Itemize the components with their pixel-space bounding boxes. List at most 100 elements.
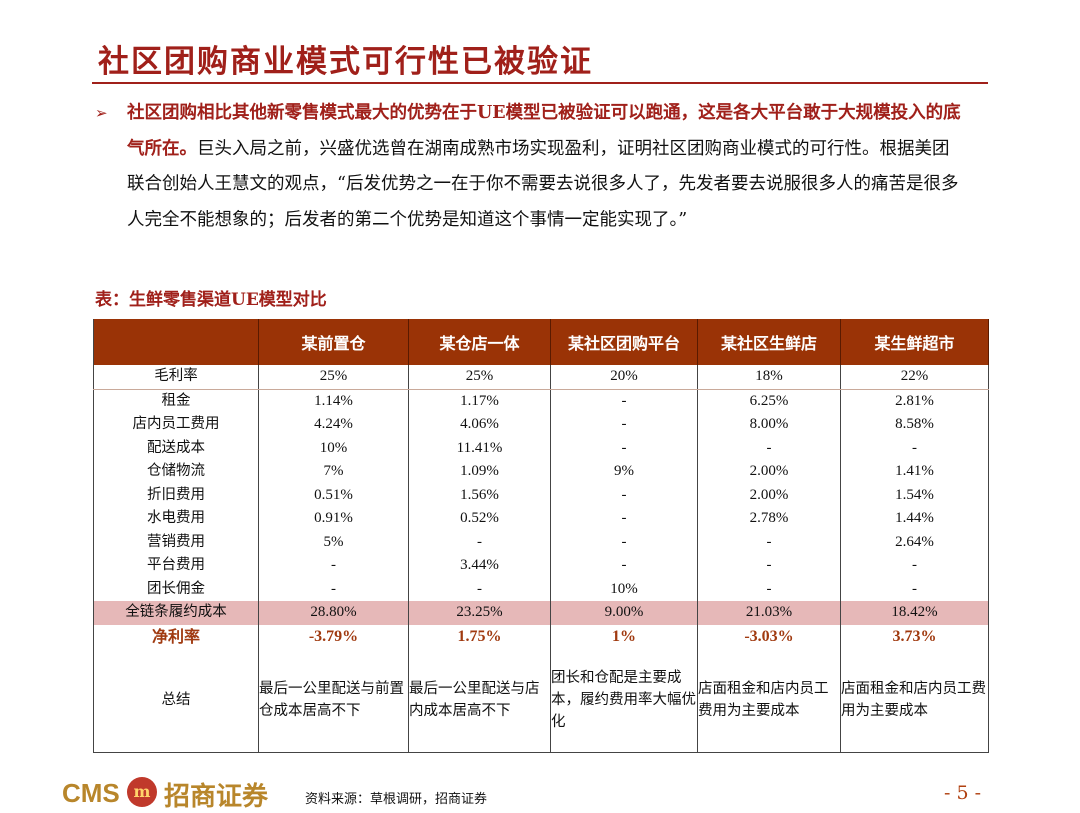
row-label: 租金 [161, 392, 191, 409]
table-cell: 5% [258, 530, 409, 554]
table-cell: 8.00% [697, 413, 841, 437]
table-cell: 1.44% [840, 507, 989, 531]
column-header: 某仓店一体 [408, 319, 551, 365]
row-label: 营销费用 [147, 533, 205, 550]
table-cell: - [550, 436, 698, 460]
table-cell: 25% [408, 365, 551, 390]
column-header: 某生鲜超市 [840, 319, 989, 365]
table-cell: 10% [550, 577, 698, 601]
logo-chinese: 招商证券 [164, 782, 269, 812]
page-number: - 5 - [944, 782, 982, 804]
table-cell: - [550, 483, 698, 507]
table-cell: 11.41% [408, 436, 551, 460]
bullet-highlight: 社区团购相比其他新零售模式最大的优势在于UE模型已被验证可以跑通，这是各大平台敢… [127, 103, 961, 159]
table-cell: 1.75% [408, 624, 551, 648]
table-cell: 1.09% [408, 460, 551, 484]
column-header [93, 319, 259, 365]
table-cell: 3.44% [408, 554, 551, 578]
row-label: 总结 [161, 692, 191, 708]
table-cell: - [550, 554, 698, 578]
table-cell: 最后一公里配送与店内成本居高不下 [408, 648, 551, 753]
row-label: 折旧费用 [147, 486, 205, 503]
table-cell: 1.17% [408, 389, 551, 413]
table-cell: - [697, 577, 841, 601]
column-header: 某前置仓 [258, 319, 409, 365]
source-note: 资料来源：草根调研，招商证券 [305, 792, 488, 807]
table-cell: 18.42% [840, 601, 989, 625]
table-row: 折旧费用 0.51% 1.56% -2.00% 1.54% [94, 483, 989, 507]
table-cell: 2.78% [697, 507, 841, 531]
table-cell: 1% [550, 624, 698, 648]
table-row: 总结 最后一公里配送与前置仓成本居高不下 最后一公里配送与店内成本居高不下 团长和仓配… [94, 648, 989, 753]
table-cell: 2.00% [697, 483, 841, 507]
table-row: 配送成本 10% 11.41% - - - [94, 436, 989, 460]
table-cell: - [550, 413, 698, 437]
row-label: 平台费用 [147, 557, 205, 574]
table-cell: 0.91% [258, 507, 409, 531]
table-cell: 21.03% [697, 601, 841, 625]
table-cell: - [840, 436, 989, 460]
row-label: 店内员工费用 [132, 416, 220, 433]
table-caption: 表：生鲜零售渠道UE模型对比 [95, 290, 327, 310]
table-cell: 4.06% [408, 413, 551, 437]
row-label: 配送成本 [147, 439, 205, 456]
table-cell: 10% [258, 436, 409, 460]
table-row: 团长佣金 - -10% - - [94, 577, 989, 601]
table-cell: 9.00% [550, 601, 698, 625]
ue-comparison-table: 某前置仓 某仓店一体 某社区团购平台 某社区生鲜店 某生鲜超市 毛利率 25% 25% 20%… [93, 319, 989, 753]
table-cell: 2.81% [840, 389, 989, 413]
table-cell: 9% [550, 460, 698, 484]
cms-logo: CMS [62, 778, 120, 808]
table-cell: 4.24% [258, 413, 409, 437]
column-header: 某社区团购平台 [550, 319, 698, 365]
table-header-row: 某前置仓 某仓店一体 某社区团购平台 某社区生鲜店 某生鲜超市 [93, 319, 989, 365]
table-cell: 0.51% [258, 483, 409, 507]
table-cell: 1.41% [840, 460, 989, 484]
table-cell: 6.25% [697, 389, 841, 413]
table-cell: 28.80% [258, 601, 409, 625]
title-divider [92, 82, 988, 84]
table-cell: 1.54% [840, 483, 989, 507]
table-cell: - [408, 577, 551, 601]
table-cell: 团长和仓配是主要成本，履约费用率大幅优化 [550, 648, 698, 753]
row-label: 毛利率 [93, 365, 259, 390]
table-cell: - [550, 507, 698, 531]
table-cell: 1.14% [258, 389, 409, 413]
table-row: 租金 1.14% 1.17% -6.25% 2.81% [94, 389, 989, 413]
table-cell: 20% [550, 365, 698, 390]
table-row: 仓储物流 7% 1.09% 9% 2.00% 1.41% [94, 460, 989, 484]
table-row: 营销费用 5% - - -2.64% [94, 530, 989, 554]
table-cell: 店面租金和店内员工费用为主要成本 [697, 648, 841, 753]
table-cell: 3.73% [840, 624, 989, 648]
table-cell: 最后一公里配送与前置仓成本居高不下 [258, 648, 409, 753]
bullet-text: 巨头入局之前，兴盛优选曾在湖南成熟市场实现盈利，证明社区团购商业模式的可行性。根… [127, 138, 959, 230]
table-cell: - [840, 577, 989, 601]
table-row: 毛利率 25% 25% 20% 18% 22% [93, 365, 989, 390]
row-label: 全链条履约成本 [93, 601, 259, 625]
table-cell: 25% [258, 365, 409, 390]
table-cell: - [840, 554, 989, 578]
table-cell: -3.79% [258, 624, 409, 648]
footer: CMS m 招商证券 资料来源：草根调研，招商证券 - 5 - [0, 772, 1080, 812]
table-cell: 22% [840, 365, 989, 390]
table-cell: 店面租金和店内员工费用为主要成本 [840, 648, 989, 753]
row-label: 仓储物流 [147, 463, 205, 480]
table-cell: - [408, 530, 551, 554]
table-row: 平台费用 -3.44% - - - [94, 554, 989, 578]
slide-title: 社区团购商业模式可行性已被验证 [98, 44, 593, 80]
row-label: 水电费用 [147, 510, 205, 527]
table-row: 店内员工费用 4.24% 4.06% -8.00% 8.58% [94, 413, 989, 437]
table-cell: - [258, 577, 409, 601]
table-cell: - [697, 530, 841, 554]
logo-emblem-icon: m [127, 777, 157, 807]
table-cell: 18% [697, 365, 841, 390]
table-row: 净利率 -3.79% 1.75% 1% -3.03% 3.73% [94, 624, 989, 648]
table-row: 水电费用 0.91% 0.52% -2.78% 1.44% [94, 507, 989, 531]
column-header: 某社区生鲜店 [697, 319, 841, 365]
table-cell: - [550, 530, 698, 554]
table-cell: - [550, 389, 698, 413]
table-cell: - [697, 554, 841, 578]
table-cell: 23.25% [408, 601, 551, 625]
row-label: 净利率 [151, 626, 200, 646]
table-cell: - [697, 436, 841, 460]
